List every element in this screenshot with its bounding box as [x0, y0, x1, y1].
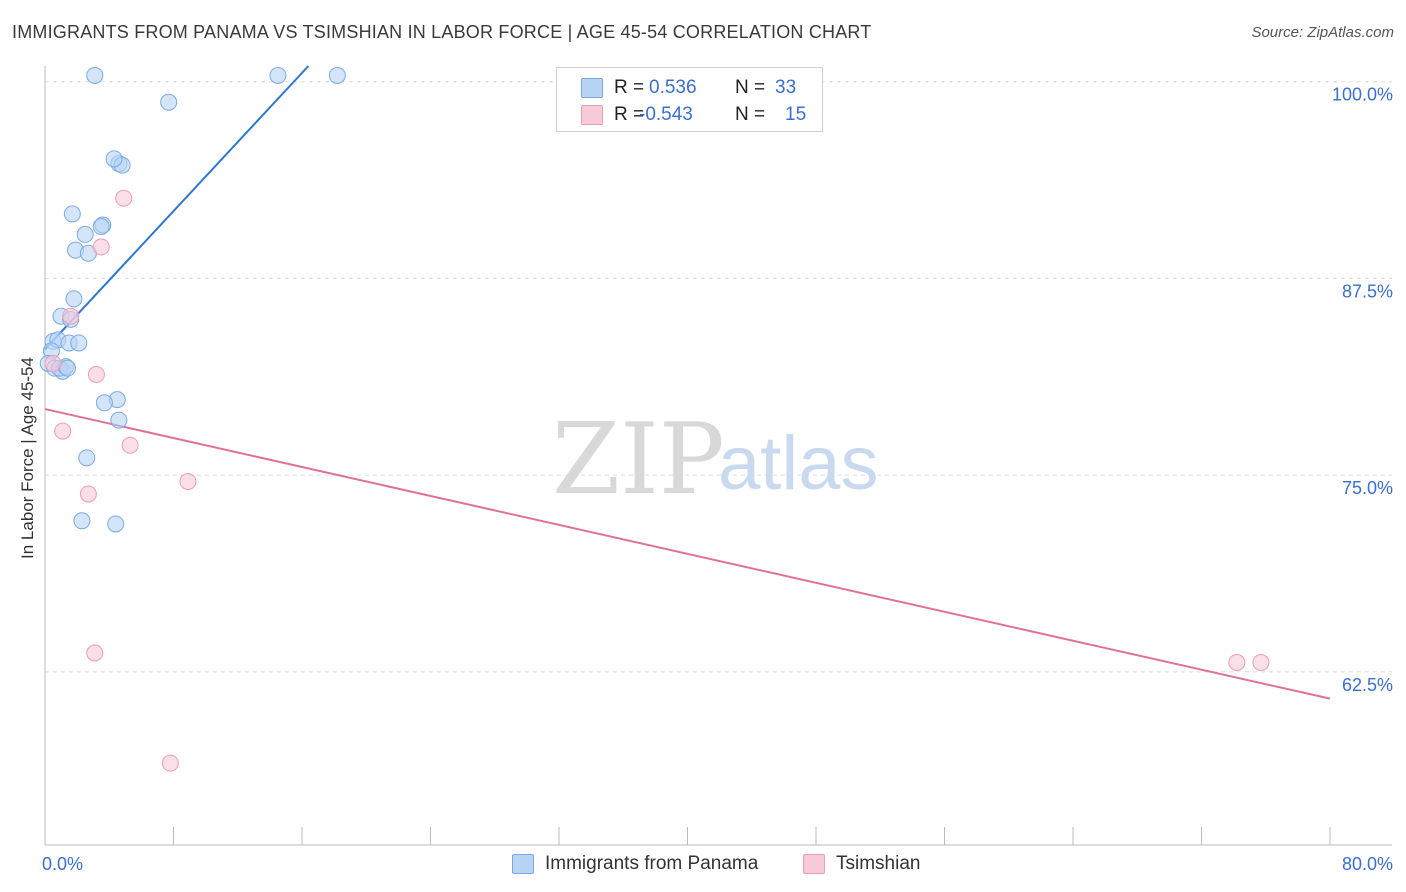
watermark: ZIP atlas [552, 403, 879, 517]
point-panama [269, 66, 287, 84]
legend-r-label: R = [614, 104, 645, 125]
point-tsimshian [86, 644, 104, 662]
legend-n-label: N = [735, 77, 766, 98]
legend-r-label: R = [614, 77, 645, 98]
point-panama [86, 66, 104, 84]
legend-r-value: 0.536 [649, 77, 697, 98]
point-panama [107, 515, 125, 533]
point-tsimshian [62, 307, 80, 325]
point-tsimshian [79, 485, 97, 503]
point-panama [63, 205, 81, 223]
watermark-zip: ZIP [552, 403, 725, 517]
point-panama [328, 66, 346, 84]
point-panama [160, 93, 178, 111]
point-tsimshian [87, 365, 105, 383]
point-tsimshian [44, 354, 62, 372]
point-tsimshian [179, 472, 197, 490]
x-tick-label: 0.0% [42, 854, 83, 874]
watermark-atlas: atlas [718, 421, 879, 506]
data-points [39, 66, 1270, 772]
legend-n-value: 15 [785, 104, 807, 125]
point-tsimshian [54, 422, 72, 440]
point-panama [95, 394, 113, 412]
point-panama [65, 290, 83, 308]
bottom-legend-swatch-blue [512, 854, 534, 874]
trendline-panama [44, 65, 310, 350]
point-panama [92, 218, 110, 236]
bottom-legend-label: Tsimshian [836, 853, 921, 874]
point-panama [70, 334, 88, 352]
axes [44, 66, 1392, 846]
source-label: Source: ZipAtlas.com [1251, 24, 1394, 41]
legend-r-value: -0.543 [639, 104, 693, 125]
trendline-tsimshian [44, 408, 1331, 700]
x-tick-label: 80.0% [1342, 854, 1393, 874]
point-panama [73, 512, 91, 530]
point-tsimshian [115, 189, 133, 207]
legend-swatch-pink [581, 105, 603, 125]
trendlines [44, 65, 1331, 700]
y-tick-label: 75.0% [1342, 478, 1393, 498]
legend-swatch-blue [581, 78, 603, 98]
point-tsimshian [92, 238, 110, 256]
grid-lines [45, 81, 1392, 673]
y-tick-label: 62.5% [1342, 675, 1393, 695]
legend-n-label: N = [735, 104, 766, 125]
point-tsimshian [1228, 653, 1246, 671]
y-tick-labels: 100.0% 87.5% 75.0% 62.5% [1332, 85, 1393, 695]
bottom-legend-swatch-pink [803, 854, 825, 874]
point-panama [105, 150, 123, 168]
point-panama [58, 359, 76, 377]
y-tick-label: 87.5% [1342, 281, 1393, 301]
point-tsimshian [121, 436, 139, 454]
point-panama [78, 449, 96, 467]
point-panama [76, 225, 94, 243]
correlation-legend: R = 0.536 N = 33 R = -0.543 N = 15 [556, 67, 823, 132]
legend-n-value: 33 [775, 77, 797, 98]
point-tsimshian [161, 754, 179, 772]
x-tick-labels: 0.0% 80.0% [42, 854, 1393, 874]
point-panama [110, 411, 128, 429]
y-tick-label: 100.0% [1332, 85, 1393, 105]
point-tsimshian [1252, 653, 1270, 671]
bottom-legend-label: Immigrants from Panama [545, 853, 759, 874]
chart-title: IMMIGRANTS FROM PANAMA VS TSIMSHIAN IN L… [12, 22, 872, 42]
